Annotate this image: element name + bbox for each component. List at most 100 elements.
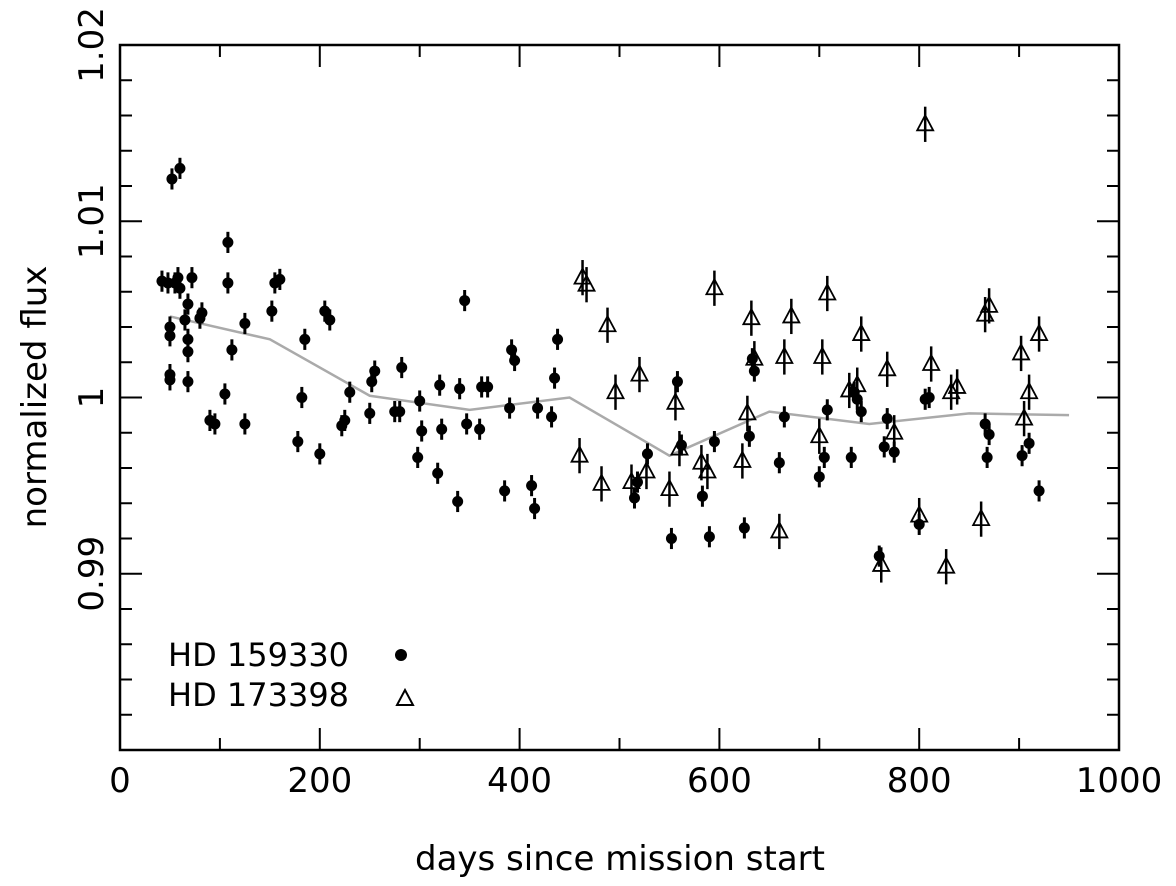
data-point-hd173398 (577, 273, 597, 292)
data-point-hd159330 (339, 414, 351, 426)
data-point-hd173398 (621, 471, 641, 490)
data-point-hd159330 (182, 298, 194, 310)
data-point-hd159330 (504, 402, 516, 414)
y-axis-title: normalized flux (15, 266, 55, 529)
legend-label-hd173398: HD 173398 (168, 676, 349, 714)
data-point-hd159330 (474, 423, 486, 435)
data-point-hd159330 (499, 485, 511, 497)
data-point-hd173398 (697, 460, 717, 479)
x-tick-label: 400 (487, 761, 552, 801)
data-point-hd159330 (452, 495, 464, 507)
data-point-hd173398 (629, 363, 649, 382)
data-point-hd159330 (923, 392, 935, 403)
data-point-hd173398 (781, 305, 801, 324)
data-point-hd173398 (941, 381, 961, 400)
data-point-hd159330 (394, 406, 406, 418)
data-point-hd159330 (299, 333, 311, 345)
data-point-hd173398 (1029, 323, 1049, 341)
data-point-hd159330 (696, 490, 708, 502)
y-tick-label: 0.99 (72, 536, 112, 612)
data-point-hd159330 (855, 406, 867, 418)
data-point-hd159330 (219, 388, 231, 400)
y-tick-labels: 0.99 1 1.01 1.02 (72, 7, 112, 611)
data-point-hd159330 (239, 317, 251, 329)
data-point-hd173398 (769, 520, 789, 539)
data-point-hd159330 (296, 392, 308, 403)
data-point-hd159330 (319, 305, 331, 317)
data-point-hd159330 (209, 418, 221, 430)
x-tick-label: 600 (687, 761, 752, 801)
data-point-hd159330 (274, 273, 286, 285)
data-point-hd159330 (164, 330, 176, 342)
x-axis-title: days since mission start (415, 839, 825, 879)
data-point-hd159330 (454, 383, 466, 395)
data-point-hd159330 (546, 411, 558, 423)
data-point-hd159330 (432, 467, 444, 479)
data-point-hd173398 (732, 450, 752, 468)
data-point-hd159330 (364, 407, 376, 419)
data-point-hd159330 (179, 314, 191, 326)
data-point-hd173398 (915, 113, 935, 132)
data-point-hd173398 (606, 381, 626, 400)
data-point-hd159330 (266, 305, 278, 317)
data-point-hd173398 (809, 425, 829, 444)
data-point-hd173398 (659, 478, 679, 497)
data-point-hd173398 (871, 554, 891, 572)
data-point-hd159330 (324, 314, 336, 326)
data-point-hd159330 (981, 451, 993, 463)
data-point-hd159330 (708, 436, 720, 448)
data-point-hd159330 (671, 376, 683, 388)
data-point-hd159330 (396, 362, 408, 374)
data-point-hd159330 (166, 173, 178, 185)
data-point-hd159330 (164, 374, 176, 386)
data-point-hd173398 (936, 555, 956, 574)
data-point-hd173398 (817, 282, 837, 301)
x-tick-label: 200 (287, 761, 352, 801)
data-point-hd159330 (174, 162, 186, 174)
data-point-hd159330 (703, 531, 715, 543)
data-point-hd159330 (888, 446, 900, 458)
legend: HD 159330 HD 173398 (168, 636, 415, 714)
x-tick-label: 1000 (1076, 761, 1163, 801)
y-tick-label: 1.01 (72, 183, 112, 259)
data-point-hd173398 (1014, 407, 1034, 426)
data-point-hd159330 (416, 425, 428, 437)
data-point-hd173398 (971, 508, 991, 527)
data-point-hd159330 (813, 471, 825, 483)
data-point-hd173398 (592, 472, 612, 491)
data-point-hd159330 (239, 418, 251, 430)
data-point-hd173398 (884, 421, 904, 440)
x-tick-label: 800 (887, 761, 952, 801)
trend-line-group (169, 315, 1070, 458)
x-tick-label: 0 (109, 761, 131, 801)
data-point-hd173398 (947, 376, 967, 394)
data-point-hd173398 (877, 358, 897, 377)
data-point-hd159330 (532, 402, 544, 414)
data-point-hd159330 (314, 448, 326, 460)
data-point-hd159330 (1023, 437, 1035, 449)
data-point-hd173398 (921, 353, 941, 371)
data-point-hd159330 (743, 430, 755, 442)
data-point-hd159330 (773, 457, 785, 469)
data-point-hd159330 (182, 376, 194, 388)
data-point-hd159330 (878, 441, 890, 453)
data-point-hd159330 (292, 436, 304, 448)
data-point-hd159330 (461, 418, 473, 430)
data-point-hd159330 (983, 429, 995, 441)
data-point-hd159330 (182, 333, 194, 345)
data-point-hd159330 (821, 404, 833, 416)
data-point-hd159330 (459, 295, 471, 307)
data-point-hd173398 (774, 346, 794, 364)
data-point-hd159330 (665, 533, 677, 544)
data-point-hd159330 (818, 451, 830, 463)
data-point-hd159330 (172, 272, 184, 284)
data-point-hd173398 (909, 504, 929, 523)
legend-marker-hd159330 (395, 649, 407, 661)
data-point-hd159330 (414, 395, 426, 407)
y-tick-label: 1.02 (72, 7, 112, 83)
data-point-hd159330 (881, 413, 893, 425)
data-point-hd159330 (482, 381, 494, 393)
legend-marker-hd173398 (395, 687, 415, 706)
y-tick-label: 1 (72, 387, 112, 409)
